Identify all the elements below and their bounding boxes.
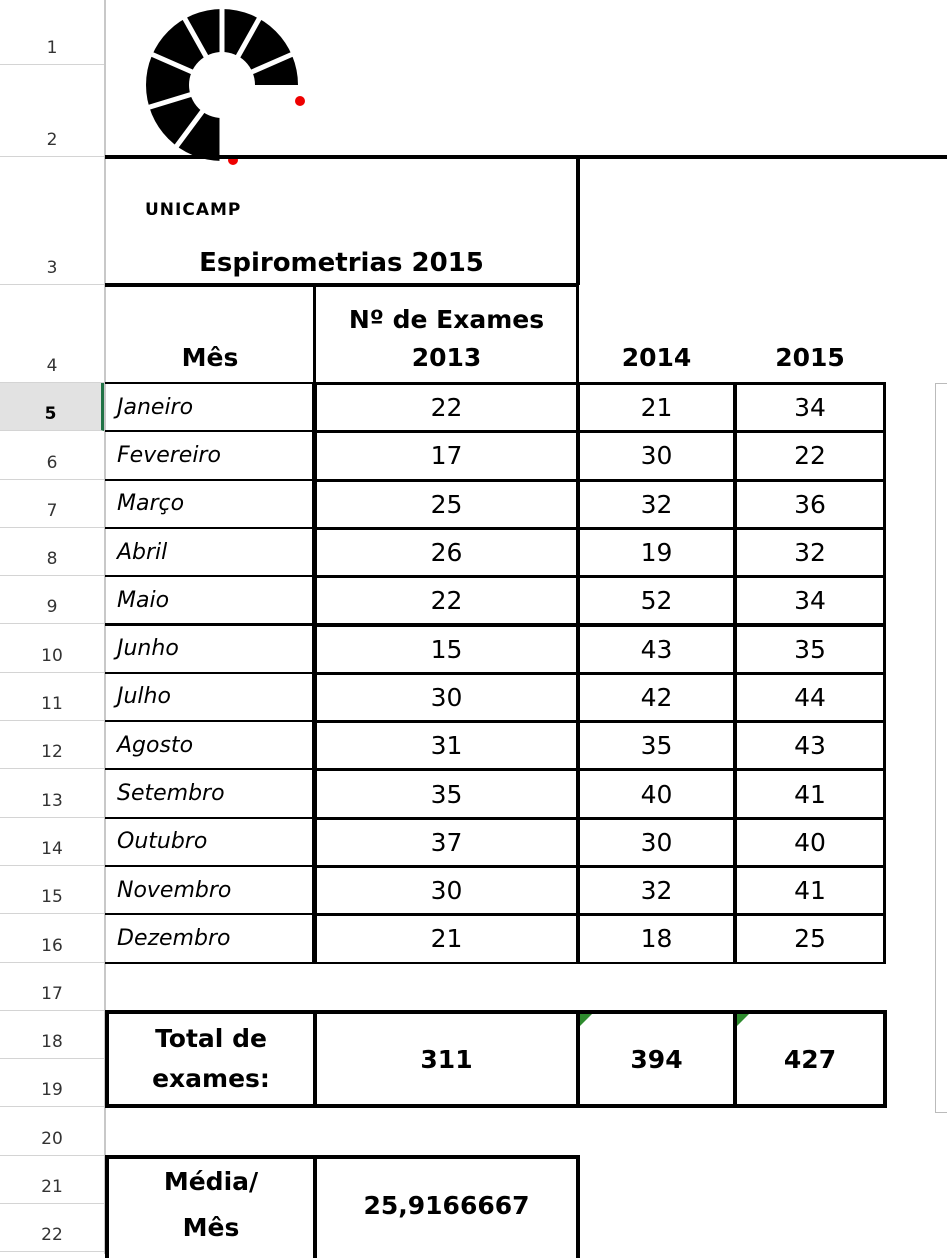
- border: [576, 157, 580, 285]
- column-header: Nº de Exames 2013: [348, 305, 545, 372]
- value-cell: 35: [577, 720, 736, 771]
- row-header: 16: [0, 914, 104, 963]
- month-cell: Julho: [105, 671, 315, 723]
- value-cell: 32: [577, 478, 736, 529]
- comment-indicator: [580, 1013, 592, 1026]
- value-cell: 41: [734, 865, 886, 916]
- total-cell: 427: [733, 1009, 887, 1109]
- month-cell: Outubro: [105, 816, 315, 867]
- column-header: 2015: [775, 343, 845, 372]
- value-cell: 22: [314, 382, 579, 433]
- value-cell: 35: [734, 623, 886, 674]
- totals-label: Total de exames:: [105, 1009, 317, 1109]
- row-header: 17: [0, 963, 104, 1011]
- value-cell: 30: [577, 816, 736, 867]
- header-divider: [104, 0, 106, 1254]
- border: [313, 285, 316, 383]
- row-header: 4: [0, 285, 104, 383]
- column-header: Mês: [181, 343, 239, 372]
- row-header: 19: [0, 1059, 104, 1108]
- title: Espirometrias 2015: [199, 247, 484, 278]
- average-value: 25,9166667: [313, 1154, 580, 1258]
- value-cell: 40: [577, 768, 736, 819]
- month-cell: Dezembro: [105, 913, 315, 964]
- month-cell: Abril: [105, 526, 315, 578]
- value-cell: 21: [577, 382, 736, 433]
- value-cell: 30: [314, 671, 579, 723]
- row-header: 10: [0, 625, 104, 673]
- row-header: 3: [0, 157, 104, 285]
- value-cell: 37: [314, 816, 579, 867]
- row-header: 14: [0, 818, 104, 866]
- value-cell: 42: [577, 671, 736, 723]
- value-cell: 21: [314, 913, 579, 964]
- logo-text: UNICAMP: [145, 200, 242, 220]
- month-cell: Fevereiro: [105, 430, 315, 481]
- value-cell: 17: [314, 430, 579, 481]
- border: [105, 283, 578, 287]
- row-header: 5: [0, 383, 104, 432]
- row-header: 1: [0, 0, 104, 65]
- handle: [295, 96, 305, 106]
- chart-object-edge: [935, 383, 947, 1113]
- column-header: 2014: [621, 343, 692, 372]
- month-cell: Junho: [105, 623, 315, 674]
- value-cell: 25: [314, 478, 579, 529]
- border: [105, 155, 947, 159]
- row-header: 2: [0, 65, 104, 157]
- value-cell: 18: [577, 913, 736, 964]
- row-header: 20: [0, 1108, 104, 1156]
- comment-indicator: [737, 1013, 749, 1026]
- row-header: 9: [0, 576, 104, 625]
- row-header: 22: [0, 1204, 104, 1253]
- row-header: 12: [0, 721, 104, 770]
- total-cell: 311: [313, 1009, 580, 1109]
- value-cell: 44: [734, 671, 886, 723]
- value-cell: 31: [314, 720, 579, 771]
- border: [576, 285, 579, 383]
- month-cell: Setembro: [105, 768, 315, 819]
- row-header: 8: [0, 528, 104, 577]
- value-cell: 34: [734, 575, 886, 626]
- value-cell: 30: [314, 865, 579, 916]
- value-cell: 26: [314, 526, 579, 578]
- month-cell: Novembro: [105, 865, 315, 916]
- value-cell: 15: [314, 623, 579, 674]
- row-header: 11: [0, 673, 104, 722]
- value-cell: 32: [734, 526, 886, 578]
- row-header: 6: [0, 431, 104, 480]
- value-cell: 22: [734, 430, 886, 481]
- value-cell: 25: [734, 913, 886, 964]
- value-cell: 52: [577, 575, 736, 626]
- logo-center: [189, 52, 255, 118]
- total-cell: 394: [576, 1009, 737, 1109]
- value-cell: 41: [734, 768, 886, 819]
- value-cell: 43: [734, 720, 886, 771]
- value-cell: 22: [314, 575, 579, 626]
- value-cell: 40: [734, 816, 886, 867]
- row-header: 18: [0, 1011, 104, 1060]
- value-cell: 35: [314, 768, 579, 819]
- row-header: 21: [0, 1156, 104, 1205]
- value-cell: 43: [577, 623, 736, 674]
- row-header: 15: [0, 866, 104, 915]
- month-cell: Janeiro: [105, 382, 315, 433]
- average-label: Média/ Mês: [105, 1154, 317, 1258]
- month-cell: Maio: [105, 575, 315, 626]
- value-cell: 30: [577, 430, 736, 481]
- logo: [139, 5, 306, 170]
- value-cell: 36: [734, 478, 886, 529]
- row-header: 7: [0, 480, 104, 528]
- row-header: 13: [0, 769, 104, 818]
- month-cell: Março: [105, 478, 315, 529]
- value-cell: 32: [577, 865, 736, 916]
- value-cell: 34: [734, 382, 886, 433]
- month-cell: Agosto: [105, 720, 315, 771]
- value-cell: 19: [577, 526, 736, 578]
